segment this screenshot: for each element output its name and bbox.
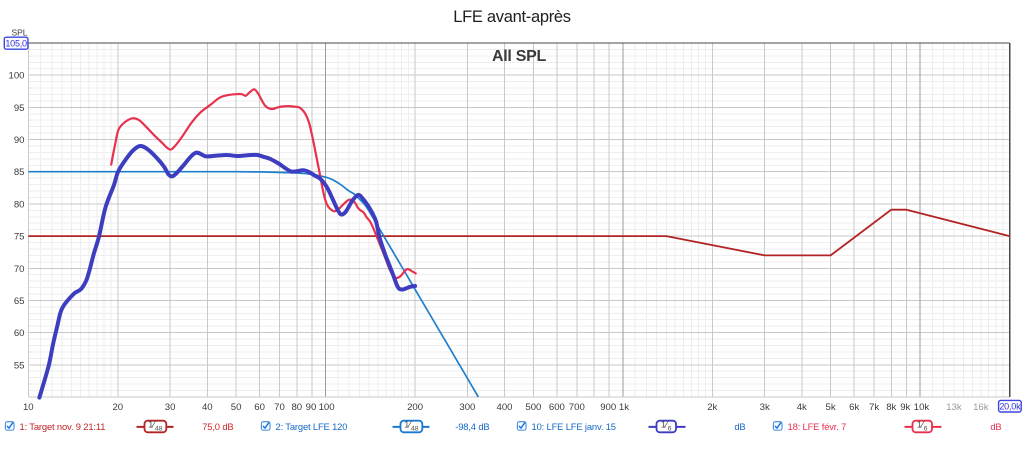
svg-text:70: 70 [274, 402, 285, 413]
svg-text:500: 500 [525, 402, 541, 413]
svg-text:1∕48: 1∕48 [404, 420, 418, 433]
svg-text:80: 80 [14, 199, 25, 210]
svg-text:700: 700 [569, 402, 585, 413]
svg-text:90: 90 [306, 402, 317, 413]
svg-text:dB: dB [734, 421, 745, 432]
svg-text:1∕6: 1∕6 [917, 420, 928, 433]
svg-text:10: 10 [23, 402, 34, 413]
svg-text:100: 100 [8, 71, 24, 82]
svg-text:60: 60 [14, 328, 25, 339]
svg-text:900: 900 [600, 402, 616, 413]
svg-text:1∕6: 1∕6 [661, 420, 672, 433]
svg-text:6k: 6k [849, 402, 859, 413]
svg-text:1∕48: 1∕48 [148, 420, 162, 433]
svg-text:40: 40 [202, 402, 213, 413]
svg-text:70: 70 [14, 264, 25, 275]
svg-text:16k: 16k [973, 402, 989, 413]
svg-text:7k: 7k [869, 402, 879, 413]
svg-text:60: 60 [254, 402, 265, 413]
svg-text:100: 100 [319, 402, 335, 413]
svg-text:5k: 5k [826, 402, 836, 413]
svg-text:85: 85 [14, 167, 25, 178]
svg-text:95: 95 [14, 103, 25, 114]
svg-text:1: Target nov. 9 21:11: 1: Target nov. 9 21:11 [20, 421, 106, 432]
svg-text:10: LFE LFE janv. 15: 10: LFE LFE janv. 15 [532, 421, 616, 432]
svg-text:75: 75 [14, 232, 25, 243]
svg-text:65: 65 [14, 296, 25, 307]
svg-text:75,0 dB: 75,0 dB [202, 421, 233, 432]
svg-text:8k: 8k [886, 402, 896, 413]
svg-text:9k: 9k [900, 402, 910, 413]
svg-text:13k: 13k [946, 402, 962, 413]
svg-text:50: 50 [231, 402, 242, 413]
svg-text:2: Target LFE 120: 2: Target LFE 120 [276, 421, 348, 432]
svg-text:20: 20 [112, 402, 123, 413]
svg-text:LFE avant-après: LFE avant-après [453, 8, 571, 26]
svg-text:30: 30 [165, 402, 176, 413]
svg-text:300: 300 [459, 402, 475, 413]
svg-text:2k: 2k [707, 402, 717, 413]
svg-text:1k: 1k [619, 402, 629, 413]
svg-text:80: 80 [291, 402, 302, 413]
svg-text:18: LFE févr. 7: 18: LFE févr. 7 [788, 421, 847, 432]
svg-text:400: 400 [496, 402, 512, 413]
svg-text:20,0k: 20,0k [999, 402, 1021, 412]
svg-text:105,0: 105,0 [5, 39, 27, 49]
svg-text:-98,4 dB: -98,4 dB [455, 421, 489, 432]
svg-text:4k: 4k [797, 402, 807, 413]
svg-text:dB: dB [990, 421, 1001, 432]
svg-text:3k: 3k [760, 402, 770, 413]
svg-text:All SPL: All SPL [492, 48, 546, 65]
svg-text:55: 55 [14, 360, 25, 371]
svg-text:10k: 10k [914, 402, 930, 413]
svg-text:90: 90 [14, 135, 25, 146]
svg-text:600: 600 [549, 402, 565, 413]
svg-text:200: 200 [407, 402, 423, 413]
svg-text:SPL: SPL [11, 28, 27, 38]
